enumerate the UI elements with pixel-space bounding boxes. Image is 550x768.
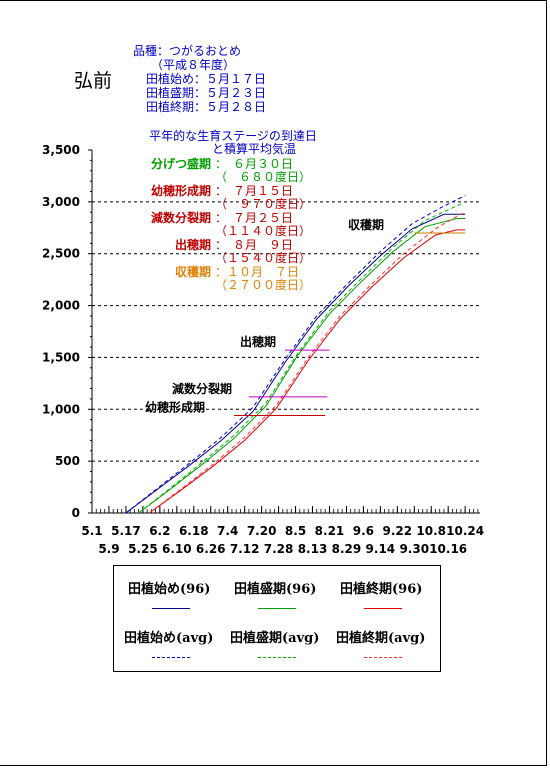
legend-label: 田植始め(avg) [124,631,214,646]
x-tick-label: 9.30 [399,542,429,556]
x-tick-label: 10.16 [429,542,467,556]
annotation-date: ： ７月２５日 [215,211,293,225]
x-tick-label: 7.20 [247,524,277,538]
stage-label: 減数分裂期 [172,381,232,396]
x-tick-label: 9.14 [366,542,396,556]
x-tick-label: 6.2 [149,524,170,538]
chart-title: 平年的な生育ステージの到達日 [149,128,317,143]
annotation-date: ： ７月１５日 [215,184,293,198]
annotation-label: 収穫期 [175,264,211,279]
annotation-degree-days: （１１４０度日） [215,223,311,238]
y-tick-label: 1,000 [42,402,80,416]
variety-label: 品種：つがるおとめ [133,44,242,58]
stage-label: 収穫期 [348,217,384,232]
x-tick-label: 8.5 [285,524,306,538]
axes [88,149,480,514]
x-tick-label: 5.17 [111,524,141,538]
legend-label: 田植終期(96) [340,582,423,597]
series-line-6 [148,211,466,514]
x-tick-label: 5.1 [81,524,102,538]
legend-swatch [152,657,190,658]
legend-label: 田植始め(96) [128,582,211,597]
legend-label: 田植終期(avg) [336,631,426,646]
annotation-degree-days: （ ６８０度日） [215,169,311,184]
planting-start-label: 田植始め：５月１７日 [146,72,267,86]
x-tick-label: 6.18 [179,524,209,538]
city-name: 弘前 [74,70,113,92]
annotation-date: ：１０月 ７日 [215,265,299,279]
x-tick-label: 8.21 [315,524,345,538]
legend: 田植始め(96) 田植盛期(96) 田植終期(96) 田植始め(avg) 田植盛期(av… [113,565,441,672]
annotation-label: 減数分裂期 [151,210,211,225]
x-tick-label: 6.10 [162,542,192,556]
y-tick-label: 2,000 [42,299,80,313]
legend-label: 田植盛期(avg) [230,631,320,646]
x-tick-label: 7.4 [217,524,238,538]
annotation-date: ： ８月 ９日 [215,238,293,252]
series-layer [125,195,466,514]
x-tick-label: 10.24 [446,524,484,538]
annotation-label: 出穂期 [175,237,211,252]
y-tick-label: 0 [72,506,80,520]
stage-label: 出穂期 [240,334,276,349]
annotation-degree-days: （２７００度日） [215,277,311,292]
legend-swatch [258,657,296,658]
legend-swatch [152,608,190,609]
annotation-degree-days: （１５４０度日） [215,250,311,265]
chart-subtitle: と積算平均気温 [212,141,296,156]
x-tick-label: 7.28 [264,542,294,556]
x-tick-label: 5.9 [98,542,119,556]
y-tick-label: 1,500 [42,350,80,364]
x-tick-label: 6.26 [196,542,226,556]
x-tick-label: 8.29 [332,542,362,556]
legend-label: 田植盛期(96) [234,582,317,597]
x-tick-label: 5.25 [128,542,158,556]
x-tick-label: 7.12 [230,542,260,556]
legend-swatch [364,657,402,658]
annotation-date: ： ６月３０日 [215,157,293,171]
series-line-4 [125,195,466,514]
series-line-2 [138,218,466,514]
y-tick-label: 3,000 [42,195,80,209]
annotation-degree-days: （ ９７０度日） [215,196,311,211]
stage-label: 幼穂形成期 [145,400,205,415]
series-line-3 [148,229,466,514]
y-tick-label: 500 [55,454,80,468]
x-tick-label: 10.8 [416,524,446,538]
tick-labels: 0 500 1,000 1,500 2,000 2,500 3,000 3,500 5.1 5.1… [42,143,484,556]
y-tick-label: 3,500 [42,143,80,157]
x-tick-label: 9.6 [353,524,374,538]
series-line-5 [138,201,466,514]
planting-end-label: 田植終期：５月２８日 [146,100,267,114]
x-tick-label: 8.13 [298,542,328,556]
year-label: （平成８年度） [151,58,236,72]
annotation-label: 分げつ盛期 [151,156,211,171]
legend-swatch [364,608,402,609]
legend-swatch [258,608,296,609]
planting-peak-label: 田植盛期：５月２３日 [146,86,267,100]
x-tick-label: 9.22 [383,524,413,538]
y-tick-label: 2,500 [42,247,80,261]
annotation-label: 幼穂形成期 [151,183,211,198]
